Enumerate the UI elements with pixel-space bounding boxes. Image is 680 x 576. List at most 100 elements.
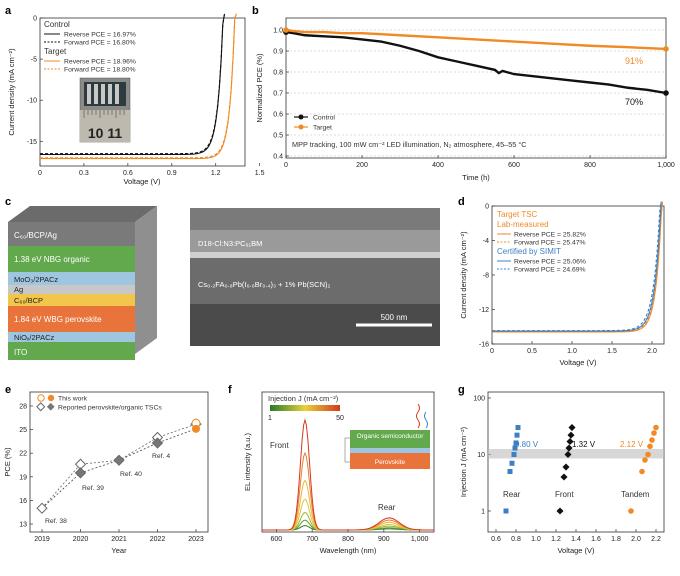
panel-b-ytick-0: 1.0 [273, 28, 283, 35]
panel-e-trend-filled [41, 428, 197, 509]
panel-a-ytick-0: 0 [33, 16, 37, 23]
panel-b-frame [285, 17, 667, 159]
panel-d-ytick-1: -4 [483, 238, 489, 245]
panel-g-rear-point-5 [513, 440, 519, 446]
legend-target-rev: Reverse PCE = 18.96% [64, 59, 136, 66]
inset-organic-layer [350, 430, 430, 448]
stack-side-face [135, 206, 157, 354]
stack-top-face [8, 206, 157, 222]
panel-g-front-point-5 [566, 437, 574, 446]
v-rear-label: 0.80 V [515, 440, 539, 449]
v-tandem-label: 2.12 V [620, 440, 644, 449]
sem-scalebar-label: 500 nm [381, 313, 408, 322]
panel-b-series-0 [285, 30, 667, 95]
panel-g-xtick-8: 2.2 [651, 536, 661, 543]
panel-b-xlabel: Time (h) [462, 173, 490, 182]
ref-label-40: Ref. 40 [120, 471, 142, 478]
legend-d-simit-title: Certified by SIMIT [497, 247, 561, 256]
panel-g-rear-point-1 [507, 469, 513, 475]
panel-e-ytick-4: 16 [19, 498, 27, 505]
panel-g-xtick-3: 1.2 [551, 536, 561, 543]
panel-a-ytick-2: -10 [27, 98, 37, 105]
legend-d-simit-fwd: Forward PCE = 24.69% [514, 267, 586, 274]
panel-g-front-point-6 [567, 431, 575, 439]
panel-e-pce-progress-chart: 28 25 22 19 16 13 2019 2020 2021 2022 2023 Year P… [3, 391, 209, 555]
panel-b-end-marker-1 [663, 46, 669, 52]
panel-e-reported-point-5 [151, 437, 164, 449]
panel-a-ylabel: Current density (mA cm⁻²) [7, 48, 16, 136]
panel-d-ytick-3: -12 [479, 307, 489, 314]
panel-g-tandem-point-1 [639, 468, 645, 475]
panel-g-tandem-point-5 [649, 437, 655, 443]
layer-niox-2pacz [8, 332, 135, 342]
panel-d-xtick-1: 0.5 [527, 348, 537, 355]
layer-c60-bcp [8, 294, 135, 306]
legend-d-target-rev: Reverse PCE = 25.82% [514, 232, 586, 239]
panel-e-ytick-1: 25 [19, 427, 27, 434]
panel-f-el-spectra-chart: 600 700 800 900 1,000 Wavelength (nm) EL int… [243, 391, 435, 555]
panel-b-xtick-0: 0 [284, 162, 288, 169]
panel-f-xtick-0: 600 [270, 536, 282, 543]
panel-g-injection-chart: 100 10 1 0.6 0.8 1.0 1.2 1.4 1.6 1.8 2.0 2.2 0.80 … [459, 391, 665, 555]
panel-b-xtick-3: 600 [508, 162, 520, 169]
panel-b-xtick-2: 400 [432, 162, 444, 169]
panel-e-xtick-3: 2022 [150, 536, 166, 543]
panel-g-rear-point-7 [515, 425, 521, 431]
panel-label-c: c [5, 196, 11, 208]
panel-f-xtick-3: 900 [378, 536, 390, 543]
panel-d-xtick-0: 0 [490, 348, 494, 355]
panel-g-rear-point-4 [512, 445, 518, 451]
panel-e-ytick-5: 13 [19, 522, 27, 529]
panel-g-rear-point-3 [511, 451, 517, 457]
panel-g-xtick-2: 1.0 [531, 536, 541, 543]
legend-d-simit-rev: Reverse PCE = 25.06% [514, 259, 586, 266]
panel-a-ytick-1: -5 [31, 57, 37, 64]
legend-target-fwd: Forward PCE = 18.80% [64, 67, 136, 74]
panel-g-front-point-4 [565, 444, 573, 452]
panel-e-xtick-2: 2021 [111, 536, 127, 543]
legend-control-fwd: Forward PCE = 16.80% [64, 40, 136, 47]
panel-b-end-marker-0 [663, 90, 669, 96]
panel-a-xtick-2: 0.6 [123, 170, 133, 177]
panel-f-spectrum-3 [262, 498, 434, 531]
device-photo-inset: 10 11 [79, 77, 131, 143]
panel-b-ytick-3: 0.7 [273, 91, 283, 98]
panel-e-xtick-1: 2020 [73, 536, 89, 543]
panel-e-ytick-3: 19 [19, 474, 27, 481]
panel-g-ylabel: Injection J (mA cm⁻²) [459, 426, 468, 497]
panel-g-tandem-point-3 [645, 451, 651, 458]
panel-a-xtick-5: 1.5 [255, 170, 265, 177]
layer-label-1: 1.38 eV NBG organic [14, 255, 90, 264]
colorbar-min: 1 [268, 415, 272, 422]
inset-perovskite-layer [350, 453, 430, 469]
panel-d-jv-chart: 0 -4 -8 -12 -16 0 0.5 1.0 1.5 2.0 Voltage (V) Cu… [459, 201, 665, 367]
device-schematic-inset: Organic semiconductor Perovskite [344, 403, 430, 469]
panel-g-xtick-1: 0.8 [511, 536, 521, 543]
panel-g-tandem-point-7 [653, 424, 659, 431]
layer-ag [8, 285, 135, 294]
panel-g-front-point-2 [562, 463, 570, 471]
layer-label-6: NiOₓ/2PACz [14, 333, 54, 342]
panel-label-a: a [5, 5, 12, 17]
panel-g-xtick-6: 1.8 [611, 536, 621, 543]
panel-b-ytick-5: 0.5 [273, 133, 283, 140]
panel-b-start-marker-1 [283, 27, 289, 33]
panel-c-sem-image: D18-Cl:N3:PC₆₁BM Cs₀.₂FA₀.₈Pb(I₀.₆Br₀.₄)… [190, 208, 440, 346]
panel-b-stability-chart: 1.0 0.9 0.8 0.7 0.6 0.5 0.4 0 200 400 600 800 1,000… [255, 17, 675, 182]
panel-label-f: f [228, 384, 232, 396]
panel-g-tandem-point-0 [628, 508, 634, 514]
panel-g-tandem-point-6 [651, 430, 657, 436]
panel-e-xtick-4: 2023 [188, 536, 204, 543]
legend-e-this-filled-marker [47, 394, 55, 402]
panel-f-xtick-2: 800 [342, 536, 354, 543]
panel-f-spectrum-2 [262, 511, 434, 531]
control-final-label: 70% [625, 97, 643, 107]
legend-control-title: Control [44, 20, 70, 29]
panel-b-xtick-5: 1,000 [657, 162, 675, 169]
panel-a-xtick-4: 1.2 [211, 170, 221, 177]
legend-d-target-fwd: Forward PCE = 25.47% [514, 240, 586, 247]
layer-moo3-2pacz [8, 272, 135, 285]
panel-a-ytick-3: -15 [27, 139, 37, 146]
layer-label-4: C₆₀/BCP [14, 296, 43, 305]
panel-g-ytick-1: 10 [477, 452, 485, 459]
